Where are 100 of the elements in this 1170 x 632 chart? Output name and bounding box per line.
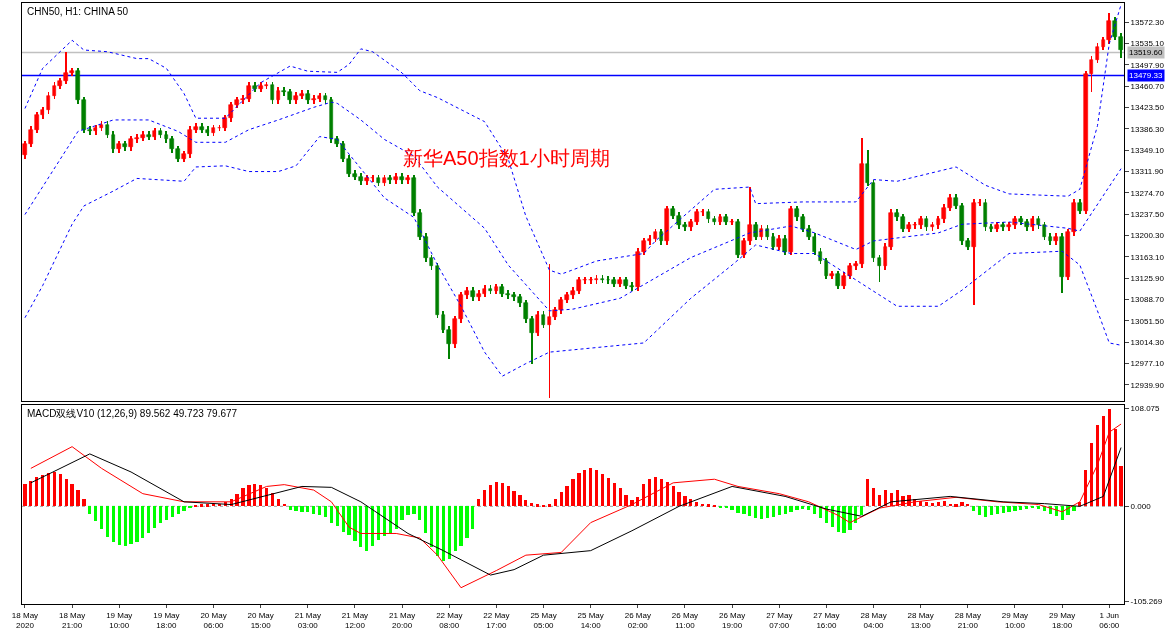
y-tick-label: 108.075 — [1130, 404, 1161, 414]
bar — [795, 506, 799, 511]
bar — [88, 506, 91, 515]
bar — [76, 490, 80, 507]
bar — [318, 506, 321, 516]
bar — [565, 486, 569, 507]
bar — [471, 506, 474, 530]
bar — [106, 506, 109, 538]
y-tick-label: 13535.10 — [1130, 39, 1165, 49]
x-tick-label: 26 May 02:00 — [624, 610, 651, 630]
bar — [153, 506, 156, 529]
bar — [1090, 443, 1093, 507]
x-tick-label: 19 May 18:00 — [153, 610, 180, 630]
bar — [666, 482, 669, 507]
bar — [100, 506, 103, 530]
bar — [742, 506, 746, 515]
bar — [595, 470, 598, 507]
bar — [430, 506, 433, 548]
bar — [448, 506, 451, 560]
bar — [147, 506, 150, 534]
x-tick-label: 28 May 21:00 — [954, 610, 981, 630]
bar — [29, 481, 32, 507]
bar — [507, 486, 510, 507]
y-tick-label: 13572.30 — [1130, 18, 1165, 28]
bar — [760, 506, 763, 520]
bar — [619, 488, 622, 507]
bar — [124, 506, 127, 547]
bar — [972, 506, 975, 512]
bar — [171, 506, 174, 518]
ref-line-label: 13519.60 — [1129, 48, 1163, 57]
bar — [677, 492, 681, 507]
bar — [949, 504, 952, 507]
y-tick-label: 13349.10 — [1130, 146, 1165, 156]
bar — [483, 490, 486, 507]
x-tick-label: 25 May 14:00 — [577, 610, 604, 630]
x-tick-label: 29 May 10:00 — [1001, 610, 1029, 630]
bar — [984, 506, 987, 518]
x-tick-label: 28 May 04:00 — [860, 610, 887, 630]
x-tick-label: 27 May 16:00 — [813, 610, 840, 630]
y-tick-label: 13386.30 — [1130, 124, 1165, 134]
bar — [648, 479, 651, 507]
y-tick-label: 13163.10 — [1130, 252, 1165, 262]
bar — [807, 506, 810, 511]
bar — [719, 506, 722, 509]
bar — [330, 506, 333, 524]
bar — [966, 504, 969, 507]
bar — [577, 473, 581, 507]
bar — [960, 502, 964, 507]
bar — [766, 506, 769, 519]
bar — [813, 506, 816, 515]
bar — [312, 506, 315, 515]
bar — [212, 504, 215, 507]
x-tick-label: 22 May 08:00 — [436, 610, 463, 630]
x-tick-label: 26 May 19:00 — [718, 610, 746, 630]
bar — [530, 503, 533, 507]
x-tick-label: 21 May 12:00 — [341, 610, 369, 630]
bar — [365, 506, 368, 552]
bar — [1025, 506, 1028, 510]
y-tick-label: 13088.70 — [1130, 295, 1165, 305]
bar — [454, 506, 457, 552]
bar — [289, 506, 292, 511]
bar — [860, 506, 863, 516]
bar — [837, 506, 840, 533]
bar — [842, 506, 846, 534]
bar — [778, 506, 781, 516]
bar — [536, 504, 539, 508]
bar — [47, 473, 50, 507]
bar — [672, 486, 675, 507]
bar — [518, 495, 522, 507]
y-tick-label: 13423.50 — [1130, 103, 1165, 113]
y-tick-label: 12977.10 — [1130, 359, 1165, 369]
bar — [996, 506, 999, 515]
x-tick-label: 26 May 11:00 — [671, 610, 699, 630]
bar — [512, 491, 516, 507]
bar — [353, 506, 357, 542]
bar — [642, 484, 645, 507]
bar — [542, 505, 545, 508]
bar — [801, 506, 804, 510]
bar — [277, 499, 280, 507]
bar — [53, 472, 56, 507]
bar — [395, 506, 398, 530]
bar — [424, 506, 427, 534]
bar — [548, 504, 551, 508]
line-series — [24, 101, 1122, 312]
x-tick-label: 21 May 20:00 — [388, 610, 416, 630]
bar — [660, 479, 663, 507]
bar — [177, 506, 180, 515]
bar — [489, 485, 492, 507]
bar — [200, 504, 203, 508]
bar — [165, 506, 168, 521]
line-series — [24, 136, 1122, 377]
bar — [754, 506, 757, 519]
y-tick-label: 12939.90 — [1130, 380, 1165, 390]
bar — [848, 506, 852, 531]
bar — [477, 499, 480, 507]
bar — [65, 479, 68, 507]
y-tick-label: 13014.30 — [1130, 338, 1165, 348]
bar — [943, 501, 946, 507]
bar — [1013, 506, 1017, 512]
bar — [265, 488, 268, 507]
